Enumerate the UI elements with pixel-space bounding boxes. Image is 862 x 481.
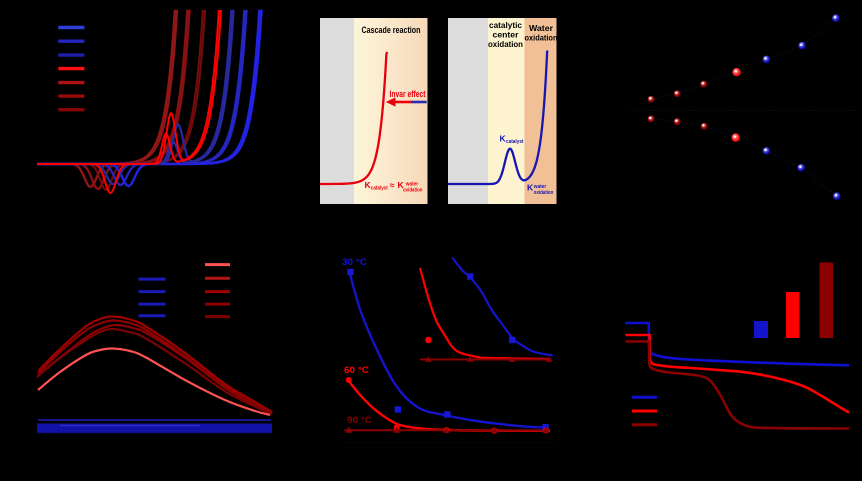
svg-text:60 °C: 60 °C <box>344 365 370 375</box>
svg-text:water: water <box>405 182 419 188</box>
svg-text:K: K <box>398 180 405 190</box>
svg-text:center: center <box>493 31 520 40</box>
svg-text:K: K <box>500 134 507 144</box>
svg-text:Cascade reaction: Cascade reaction <box>362 25 421 36</box>
svg-text:oxidation: oxidation <box>488 40 523 49</box>
svg-text:30 °C: 30 °C <box>342 257 368 267</box>
svg-text:water: water <box>533 184 547 190</box>
svg-text:≈: ≈ <box>390 180 395 190</box>
svg-text:oxidation: oxidation <box>403 188 423 194</box>
svg-text:oxidation: oxidation <box>525 34 558 43</box>
svg-text:K: K <box>365 180 372 190</box>
svg-text:oxidation: oxidation <box>534 190 554 196</box>
svg-text:Invar effect: Invar effect <box>390 89 426 99</box>
svg-text:catalyst: catalyst <box>506 139 524 145</box>
svg-text:catalyst: catalyst <box>371 186 388 192</box>
svg-text:K: K <box>527 183 534 193</box>
svg-text:90 °C: 90 °C <box>347 415 373 425</box>
svg-text:Water: Water <box>529 24 554 33</box>
svg-text:catalytic: catalytic <box>489 21 522 30</box>
